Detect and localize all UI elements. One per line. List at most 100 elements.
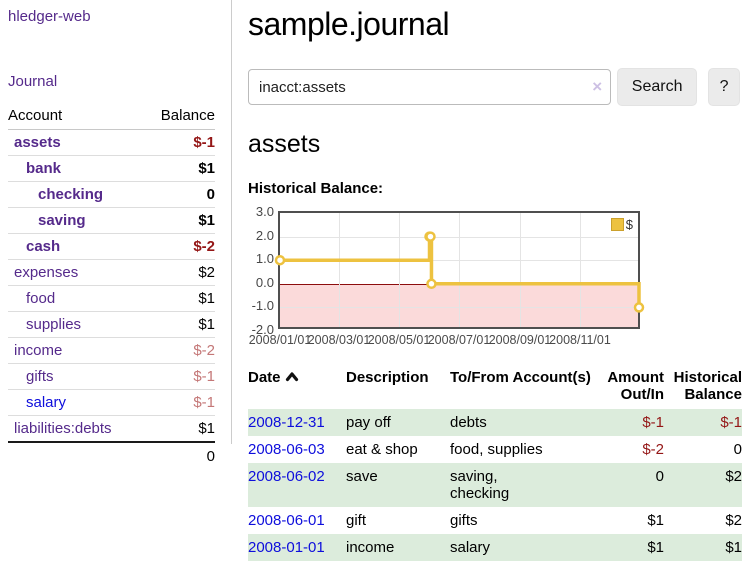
transaction-date-link[interactable]: 2008-01-01 — [248, 539, 325, 556]
transaction-accounts: saving, checking — [450, 468, 510, 502]
account-link-cash[interactable]: cash — [26, 238, 61, 255]
register-row: 2008-06-02 save saving, checking 0 $2 — [248, 463, 742, 507]
chart-plot-area: $ — [274, 211, 645, 329]
transaction-balance: 0 — [733, 441, 742, 458]
register-header-date[interactable]: Date — [248, 367, 346, 409]
account-row: supplies $1 — [8, 311, 215, 338]
account-row: food $1 — [8, 285, 215, 312]
account-link-food[interactable]: food — [26, 290, 56, 307]
chart-x-axis-labels: 2008/01/01 2008/03/01 2008/05/01 2008/07/01… — [249, 333, 640, 349]
account-row: cash $-2 — [8, 233, 215, 260]
transaction-accounts: debts — [450, 414, 487, 431]
x-tick-label: 2008/01/01 — [248, 333, 312, 347]
page-title: sample.journal — [248, 6, 450, 42]
transaction-description: eat & shop — [346, 441, 418, 458]
account-link-expenses[interactable]: expenses — [14, 264, 79, 281]
transaction-amount: $-2 — [642, 441, 664, 458]
v-gridline — [519, 213, 521, 327]
transaction-amount: $1 — [647, 512, 664, 529]
app-title-link[interactable]: hledger-web — [8, 8, 91, 25]
account-balance: 0 — [143, 181, 215, 208]
account-link-liabilities-debts[interactable]: liabilities:debts — [14, 420, 112, 437]
x-tick-label: 2008/07/01 — [427, 333, 491, 347]
account-link-assets[interactable]: assets — [14, 134, 61, 151]
transaction-amount: $-1 — [642, 414, 664, 431]
transaction-date-link[interactable]: 2008-06-01 — [248, 512, 325, 529]
account-row: income $-2 — [8, 337, 215, 364]
y-tick-label: 3.0 — [255, 204, 274, 219]
transaction-date-link[interactable]: 2008-06-02 — [248, 468, 325, 485]
register-row: 2008-12-31 pay off debts $-1 $-1 — [248, 409, 742, 436]
register-header-amount: Amount Out/In — [607, 369, 664, 403]
search-bar: × Search ? — [248, 68, 740, 106]
register-table: Date Description To/From Account(s) Amou… — [248, 367, 742, 561]
register-row: 2008-01-01 income salary $1 $1 — [248, 534, 742, 561]
transaction-balance: $1 — [725, 539, 742, 556]
y-tick-label: 2.0 — [255, 227, 274, 243]
sort-ascending-icon — [285, 369, 299, 386]
y-tick-label: -2.0 — [251, 322, 274, 337]
x-tick-label: 2008/05/01 — [367, 333, 431, 347]
main-content: sample.journal × Search ? assets Histori… — [248, 0, 742, 561]
v-gridline — [339, 213, 340, 327]
legend-label: $ — [625, 217, 633, 232]
transaction-balance: $-1 — [720, 414, 742, 431]
account-balance: $1 — [143, 311, 215, 338]
account-link-gifts[interactable]: gifts — [26, 368, 54, 385]
account-row: salary $-1 — [8, 389, 215, 416]
account-balance: $1 — [143, 415, 215, 442]
x-tick-label: 2008/09/01 — [488, 333, 552, 347]
y-tick-label: 1.0 — [255, 251, 274, 267]
account-balance: $1 — [143, 285, 215, 312]
transaction-date-link[interactable]: 2008-12-31 — [248, 414, 325, 431]
chart-series — [274, 231, 645, 313]
transaction-amount: $1 — [647, 539, 664, 556]
account-balance: $-2 — [143, 337, 215, 364]
account-link-checking[interactable]: checking — [38, 186, 104, 203]
account-link-bank[interactable]: bank — [26, 160, 62, 177]
register-header-accounts: To/From Account(s) — [450, 369, 591, 386]
account-link-income[interactable]: income — [14, 342, 63, 359]
v-gridline — [579, 213, 581, 327]
legend-swatch-icon — [610, 218, 624, 231]
account-link-supplies[interactable]: supplies — [26, 316, 82, 333]
account-balance: $-1 — [143, 389, 215, 416]
chart-label: Historical Balance: — [248, 180, 384, 197]
accounts-total-row: 0 — [8, 441, 215, 469]
transaction-description: pay off — [346, 414, 391, 431]
account-balance: $-2 — [143, 233, 215, 260]
accounts-table: Account Balance assets $-1 bank $1 checking 0… — [8, 104, 215, 469]
clear-search-icon[interactable]: × — [592, 77, 603, 96]
v-gridline — [399, 213, 400, 327]
transaction-description: income — [346, 539, 395, 556]
register-row: 2008-06-03 eat & shop food, supplies $-2 0 — [248, 436, 742, 463]
help-button[interactable]: ? — [708, 68, 740, 106]
sidebar-item-journal[interactable]: Journal — [8, 73, 58, 90]
account-link-saving[interactable]: saving — [38, 212, 86, 229]
account-link-salary[interactable]: salary — [26, 394, 67, 411]
account-row: saving $1 — [8, 207, 215, 234]
transaction-accounts: gifts — [450, 512, 478, 529]
chart-y-axis-labels: 3.0 2.0 1.0 0.0 -1.0 -2.0 — [248, 204, 274, 337]
search-input[interactable] — [248, 69, 612, 105]
account-row: liabilities:debts $1 — [8, 415, 215, 442]
account-balance: $2 — [143, 259, 215, 286]
account-row: gifts $-1 — [8, 363, 215, 390]
y-tick-label: -1.0 — [251, 298, 274, 314]
account-balance: $1 — [143, 207, 215, 234]
v-gridline — [459, 213, 460, 327]
transaction-accounts: food, supplies — [450, 441, 543, 458]
account-row: expenses $2 — [8, 259, 215, 286]
transaction-description: gift — [346, 512, 367, 529]
register-header-balance: Historical Balance — [673, 369, 742, 403]
account-row: checking 0 — [8, 181, 215, 208]
account-balance: $1 — [143, 155, 215, 182]
transaction-date-link[interactable]: 2008-06-03 — [248, 441, 325, 458]
search-button[interactable]: Search — [617, 68, 698, 106]
historical-balance-chart: 3.0 2.0 1.0 0.0 -1.0 -2.0 $ 2008/01/01 2008/03… — [248, 204, 740, 349]
register-row: 2008-06-01 gift gifts $1 $2 — [248, 507, 742, 534]
chart-legend: $ — [610, 217, 633, 232]
transaction-description: save — [346, 468, 378, 485]
register-header-description: Description — [346, 369, 429, 386]
account-heading: assets — [248, 130, 321, 158]
